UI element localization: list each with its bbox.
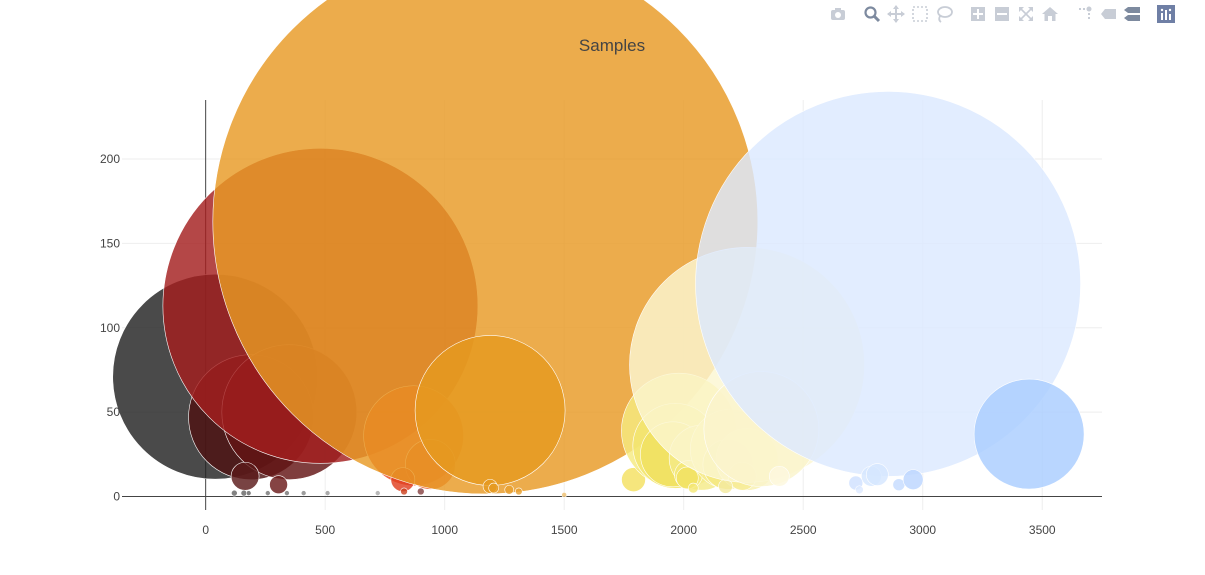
- data-point[interactable]: [902, 469, 924, 490]
- modebar-group: [1155, 4, 1177, 24]
- y-tick-label: 50: [107, 405, 121, 419]
- modebar: [817, 4, 1177, 24]
- data-point[interactable]: [687, 482, 699, 494]
- zoom-in-button[interactable]: [967, 4, 989, 24]
- x-tick-label: 0: [202, 523, 209, 537]
- data-point[interactable]: [866, 463, 889, 486]
- data-point[interactable]: [488, 482, 499, 494]
- zoom-icon: [864, 6, 881, 23]
- data-point[interactable]: [374, 490, 381, 496]
- zoom-in-icon: [971, 7, 985, 21]
- camera-icon: [831, 8, 845, 20]
- plotly-logo-icon: [1157, 5, 1175, 23]
- x-tick-label: 2000: [670, 523, 697, 537]
- hover-closest-icon: [1101, 9, 1116, 19]
- x-tick-label: 500: [315, 523, 335, 537]
- data-point[interactable]: [265, 490, 271, 496]
- data-point[interactable]: [769, 465, 790, 487]
- y-tick-labels: 0 50 100 150 200: [100, 152, 120, 503]
- autoscale-button[interactable]: [1015, 4, 1037, 24]
- zoom-out-button[interactable]: [991, 4, 1013, 24]
- lasso-select-button[interactable]: [933, 4, 955, 24]
- data-point[interactable]: [561, 492, 567, 498]
- zoom-out-icon: [995, 7, 1009, 21]
- x-tick-label: 3500: [1029, 523, 1056, 537]
- data-point[interactable]: [621, 467, 646, 492]
- lasso-select-icon: [937, 6, 953, 23]
- data-point[interactable]: [245, 490, 252, 496]
- x-tick-labels: 0 500 1000 1500 2000 2500 3000 3500: [202, 523, 1056, 537]
- y-tick-label: 200: [100, 152, 120, 166]
- data-point[interactable]: [973, 378, 1085, 490]
- modebar-group: [861, 4, 955, 24]
- reset-axes-button[interactable]: [1039, 4, 1061, 24]
- data-point[interactable]: [324, 490, 331, 496]
- spike-lines-button[interactable]: [1073, 4, 1095, 24]
- data-point[interactable]: [514, 487, 523, 496]
- camera-button[interactable]: [827, 4, 849, 24]
- reset-axes-icon: [1042, 7, 1058, 21]
- data-point[interactable]: [284, 490, 290, 496]
- hover-compare-icon: [1124, 7, 1140, 21]
- data-point[interactable]: [230, 461, 260, 491]
- x-tick-label: 3000: [909, 523, 936, 537]
- data-point[interactable]: [504, 484, 515, 495]
- y-tick-label: 150: [100, 236, 120, 250]
- pan-button[interactable]: [885, 4, 907, 24]
- y-tick-label: 0: [113, 490, 120, 504]
- chart-title: Samples: [579, 36, 645, 55]
- y-tick-label: 100: [100, 321, 120, 335]
- data-point[interactable]: [855, 485, 864, 495]
- data-point[interactable]: [416, 487, 425, 496]
- data-points[interactable]: [112, 0, 1085, 498]
- data-point[interactable]: [231, 489, 238, 497]
- x-tick-label: 2500: [790, 523, 817, 537]
- data-point[interactable]: [414, 335, 566, 486]
- data-point[interactable]: [269, 475, 288, 494]
- modebar-group: [827, 4, 849, 24]
- hover-compare-button[interactable]: [1121, 4, 1143, 24]
- autoscale-icon: [1019, 7, 1033, 21]
- pan-icon: [887, 5, 905, 23]
- box-select-icon: [912, 6, 928, 22]
- modebar-group: [1073, 4, 1143, 24]
- box-select-button[interactable]: [909, 4, 931, 24]
- plotly-logo-button[interactable]: [1155, 4, 1177, 24]
- zoom-button[interactable]: [861, 4, 883, 24]
- hover-closest-button[interactable]: [1097, 4, 1119, 24]
- x-tick-label: 1000: [431, 523, 458, 537]
- data-point[interactable]: [400, 487, 408, 496]
- data-point[interactable]: [300, 490, 307, 496]
- x-tick-label: 1500: [551, 523, 578, 537]
- modebar-group: [967, 4, 1061, 24]
- spike-lines-icon: [1079, 6, 1092, 21]
